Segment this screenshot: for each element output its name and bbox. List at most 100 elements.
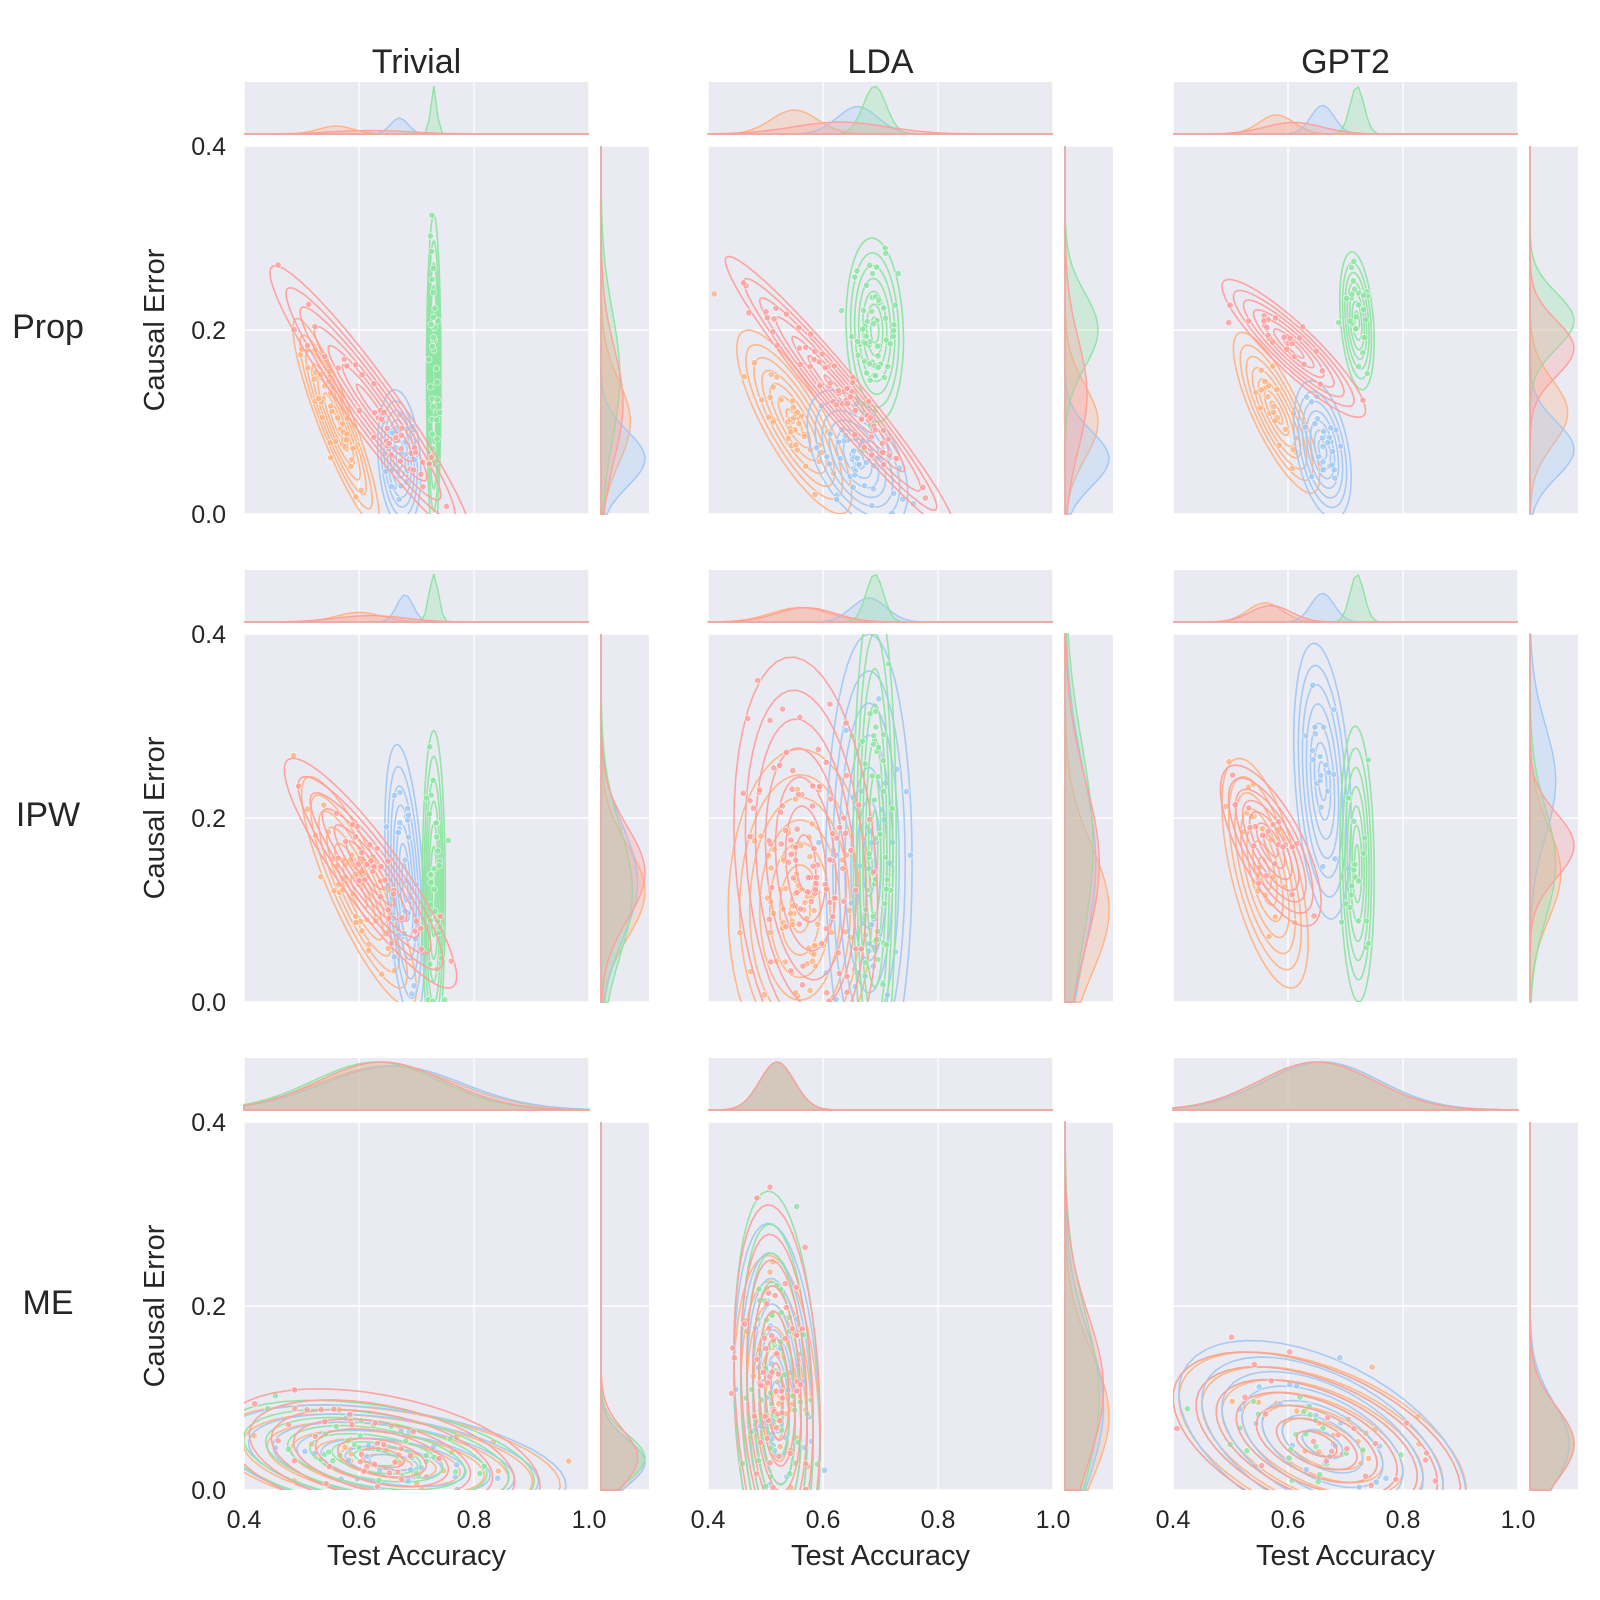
scatter-point xyxy=(434,317,442,325)
scatter-point xyxy=(773,373,781,381)
density-contour xyxy=(1305,703,1340,860)
scatter-point xyxy=(429,264,437,272)
scatter-point xyxy=(1352,313,1360,321)
scatter-point xyxy=(1301,423,1309,431)
scatter-point xyxy=(1316,752,1324,760)
scatter-point xyxy=(1361,333,1369,341)
scatter-point xyxy=(402,1437,410,1445)
scatter-point xyxy=(1365,756,1373,764)
scatter-point xyxy=(1355,301,1363,309)
scatter-point xyxy=(1347,891,1355,899)
scatter-point xyxy=(428,395,436,403)
plot-marks xyxy=(283,729,458,1002)
scatter-point xyxy=(836,823,844,831)
scatter-point xyxy=(1288,843,1296,851)
density-contour xyxy=(857,277,892,383)
scatter-point xyxy=(1229,771,1237,779)
scatter-point xyxy=(1322,1457,1330,1465)
density-contour xyxy=(1221,757,1309,989)
scatter-point xyxy=(396,788,404,796)
scatter-point xyxy=(397,1445,405,1453)
scatter-point xyxy=(405,833,413,841)
column-title: GPT2 xyxy=(1301,43,1390,81)
column-title: LDA xyxy=(847,43,913,81)
scatter-point xyxy=(847,846,855,854)
scatter-point xyxy=(818,350,826,358)
scatter-point xyxy=(809,957,817,965)
top-marginal-area xyxy=(1173,570,1518,622)
side-marginal-density xyxy=(1529,146,1575,514)
y-tick-label: 0.0 xyxy=(191,501,226,529)
scatter-point xyxy=(365,940,373,948)
scatter-point xyxy=(857,945,865,953)
scatter-point xyxy=(804,888,812,896)
scatter-point xyxy=(408,990,416,998)
scatter-point xyxy=(429,403,437,411)
plot-marks xyxy=(1173,1333,1467,1490)
scatter-point xyxy=(1243,1447,1251,1455)
scatter-point xyxy=(816,782,824,790)
scatter-point xyxy=(1288,464,1296,472)
x-tick-label: 0.8 xyxy=(1386,1506,1421,1534)
scatter-point xyxy=(808,820,816,828)
scatter-point xyxy=(355,876,363,884)
scatter-point xyxy=(862,332,870,340)
scatter-point xyxy=(834,949,842,957)
scatter-point xyxy=(861,760,869,768)
density-contour xyxy=(292,1418,472,1490)
scatter-point xyxy=(766,1268,774,1276)
scatter-point xyxy=(882,249,890,257)
scatter-point xyxy=(1315,453,1323,461)
scatter-point xyxy=(428,211,436,219)
scatter-point xyxy=(1318,367,1326,375)
scatter-point xyxy=(810,845,818,853)
scatter-point xyxy=(430,885,438,893)
scatter-point xyxy=(769,418,777,426)
scatter-point xyxy=(1262,1410,1270,1418)
scatter-point xyxy=(1328,447,1336,455)
scatter-point xyxy=(870,732,878,740)
scatter-point xyxy=(387,482,395,490)
scatter-point xyxy=(870,320,878,328)
scatter-point xyxy=(769,328,777,336)
scatter-point xyxy=(796,360,804,368)
scatter-point xyxy=(798,1325,806,1333)
scatter-point xyxy=(314,395,322,403)
scatter-point xyxy=(773,341,781,349)
scatter-point xyxy=(830,362,838,370)
scatter-point xyxy=(417,924,425,932)
scatter-point xyxy=(854,351,862,359)
scatter-point xyxy=(909,500,917,508)
row-label: IPW xyxy=(16,796,80,834)
scatter-point xyxy=(752,1470,760,1478)
scatter-point xyxy=(1308,398,1316,406)
scatter-point xyxy=(1392,1476,1400,1484)
scatter-point xyxy=(410,466,418,474)
scatter-point xyxy=(494,1474,502,1482)
scatter-point xyxy=(1257,386,1265,394)
density-contour xyxy=(1346,785,1368,943)
scatter-point xyxy=(874,773,882,781)
scatter-point xyxy=(853,454,861,462)
density-contour xyxy=(845,237,905,423)
top-marginal-density xyxy=(243,1065,590,1111)
scatter-point xyxy=(437,954,445,962)
scatter-point xyxy=(327,454,335,462)
scatter-point xyxy=(846,393,854,401)
scatter-point xyxy=(1334,1431,1342,1439)
density-contour xyxy=(244,1408,510,1490)
scatter-point xyxy=(1296,334,1304,342)
scatter-point xyxy=(1299,323,1307,331)
scatter-point xyxy=(795,324,803,332)
scatter-point xyxy=(806,986,814,994)
density-contour xyxy=(1305,410,1340,490)
density-contour xyxy=(733,1222,821,1490)
scatter-point xyxy=(866,816,874,824)
density-contour xyxy=(1219,764,1322,927)
scatter-point xyxy=(357,486,365,494)
scatter-point xyxy=(1362,316,1370,324)
top-marginal-density xyxy=(1173,121,1518,135)
scatter-point xyxy=(380,1441,388,1449)
scatter-point xyxy=(1285,1454,1293,1462)
scatter-point xyxy=(793,825,801,833)
